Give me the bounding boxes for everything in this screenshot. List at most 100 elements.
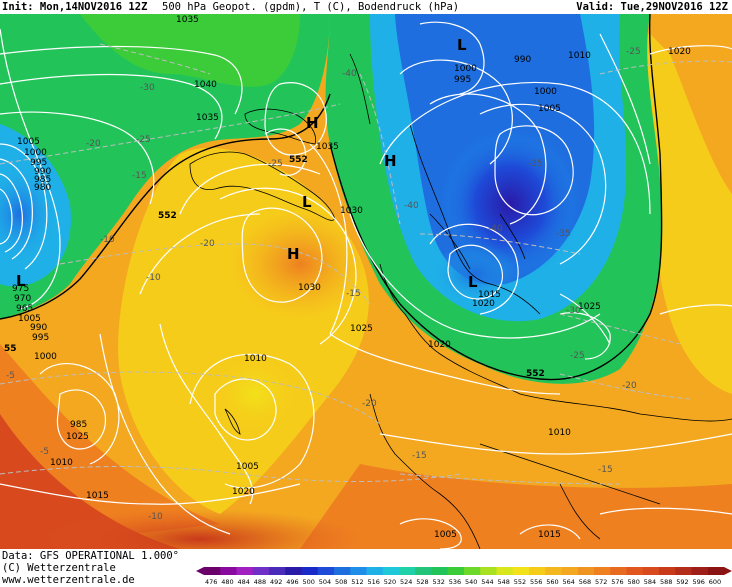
isobar-label-group: 1035 1040 1035 1035 1030 1030 1025 1020 … xyxy=(12,15,691,540)
scale-labels: 476 480 484 488 492 496 500 504 508 512 516 520 524 5… xyxy=(205,578,721,586)
scale-swatch xyxy=(545,567,562,575)
isobar-label: 995 xyxy=(30,158,47,168)
scale-label: 596 xyxy=(693,578,705,586)
low-center-label: L xyxy=(16,272,26,290)
isobar-label: 985 xyxy=(34,175,51,185)
chart-description: 500 hPa Geopot. (gpdm), T (C), Bodendruc… xyxy=(162,1,460,13)
scale-label: 520 xyxy=(384,578,396,586)
isobar-label: 1025 xyxy=(578,302,601,312)
scale-swatch xyxy=(512,567,530,575)
temperature-label: -20 xyxy=(200,239,215,249)
high-center-label: H xyxy=(306,114,319,132)
temperature-label: -10 xyxy=(100,235,115,245)
scale-swatch xyxy=(480,567,497,575)
scale-label: 500 xyxy=(303,578,315,586)
scale-swatch xyxy=(659,567,676,575)
scale-swatch xyxy=(301,567,319,575)
geopotential-label-group: 552 552 552 55 xyxy=(4,155,545,379)
isobar-label: 1020 xyxy=(232,487,255,497)
valid-time: Valid: Tue,29NOV2016 12Z xyxy=(576,1,728,13)
scale-swatch xyxy=(317,567,335,575)
scale-swatch xyxy=(382,567,400,575)
map-area: H H H L L L L 1035 1040 1035 1035 1030 1… xyxy=(0,14,732,549)
scale-label: 516 xyxy=(368,578,380,586)
isobar-label: 1035 xyxy=(176,15,199,25)
isobar-label: 985 xyxy=(70,420,87,430)
scale-label: 580 xyxy=(628,578,640,586)
isobar-label: 1005 xyxy=(18,314,41,324)
temperature-label: -15 xyxy=(346,289,361,299)
temperature-label: -40 xyxy=(342,69,357,79)
northwest-green xyxy=(0,14,330,319)
geopotential-label: 55 xyxy=(4,344,17,354)
isobar-label: 965 xyxy=(16,304,33,314)
scale-arrow-left xyxy=(196,567,204,575)
scale-swatch xyxy=(269,567,286,575)
geopotential-label: 552 xyxy=(526,369,545,379)
copyright: (C) Wetterzentrale xyxy=(2,562,116,574)
isobar-label: 1040 xyxy=(194,80,217,90)
isobar-label: 1010 xyxy=(244,354,267,364)
scale-swatch xyxy=(285,567,302,575)
isobar-label: 990 xyxy=(30,323,47,333)
contour-552-east xyxy=(329,14,663,381)
scale-swatch xyxy=(675,567,692,575)
temperature-label: -15 xyxy=(412,451,427,461)
isobar-label: 1020 xyxy=(472,299,495,309)
high-center-label: H xyxy=(287,245,300,263)
temperature-label-group: -30 -25 -20 -15 -10 -5 -20 -25 -40 -35 -… xyxy=(6,47,641,522)
low-center-label: L xyxy=(457,36,467,54)
temperature-label: -40 xyxy=(488,224,503,234)
scale-swatch xyxy=(496,567,514,575)
temperature-label: -25 xyxy=(268,159,283,169)
scale-swatch xyxy=(626,567,644,575)
isobar-label: 1020 xyxy=(668,47,691,57)
isobar-label: 1005 xyxy=(17,137,40,147)
website-link[interactable]: www.wetterzentrale.de xyxy=(2,574,135,586)
scale-label: 588 xyxy=(660,578,672,586)
isobar-label: 990 xyxy=(34,167,51,177)
isobar-label: 1025 xyxy=(350,324,373,334)
isobar-label: 1015 xyxy=(86,491,109,501)
scale-label: 564 xyxy=(563,578,575,586)
scale-swatch xyxy=(577,567,595,575)
temperature-label: -25 xyxy=(626,47,641,57)
temperature-label: -5 xyxy=(40,447,49,457)
scale-label: 528 xyxy=(416,578,428,586)
isobar-label: 995 xyxy=(454,75,471,85)
scale-swatch xyxy=(415,567,432,575)
scale-swatch xyxy=(707,567,725,575)
scale-label: 484 xyxy=(238,578,250,586)
temperature-label: -25 xyxy=(570,351,585,361)
scale-label: 556 xyxy=(530,578,542,586)
scale-label: 540 xyxy=(465,578,477,586)
pressure-center-labels: H H H L L L L xyxy=(16,36,478,291)
low-center-label: L xyxy=(302,193,312,211)
isobar-label: 1010 xyxy=(50,458,73,468)
temperature-label: -10 xyxy=(148,512,163,522)
isobar-label: 975 xyxy=(12,284,29,294)
yellow-core xyxy=(210,354,300,434)
scale-swatch xyxy=(236,567,254,575)
temperature-label: -20 xyxy=(362,399,377,409)
scale-swatch xyxy=(447,567,465,575)
scale-swatch xyxy=(334,567,351,575)
chart-header: Init: Mon,14NOV2016 12Z 500 hPa Geopot. … xyxy=(0,0,732,14)
isobar-label: 1005 xyxy=(434,530,457,540)
geopotential-label: 552 xyxy=(158,211,177,221)
color-scale: 476 480 484 488 492 496 500 504 508 512 516 520 524 5… xyxy=(196,567,732,586)
scale-swatch xyxy=(399,567,416,575)
data-source: Data: GFS OPERATIONAL 1.000° xyxy=(2,550,180,562)
red-band-southwest xyxy=(0,414,180,549)
warm-band-south xyxy=(300,464,732,549)
scale-swatch xyxy=(252,567,270,575)
scale-label: 572 xyxy=(595,578,607,586)
temperature-label: -15 xyxy=(598,465,613,475)
scale-label: 512 xyxy=(351,578,363,586)
scale-label: 548 xyxy=(498,578,510,586)
isobar-label: 1035 xyxy=(316,142,339,152)
isobar-label: 1010 xyxy=(568,51,591,61)
scale-label: 476 xyxy=(205,578,217,586)
isobar-label: 970 xyxy=(14,294,31,304)
